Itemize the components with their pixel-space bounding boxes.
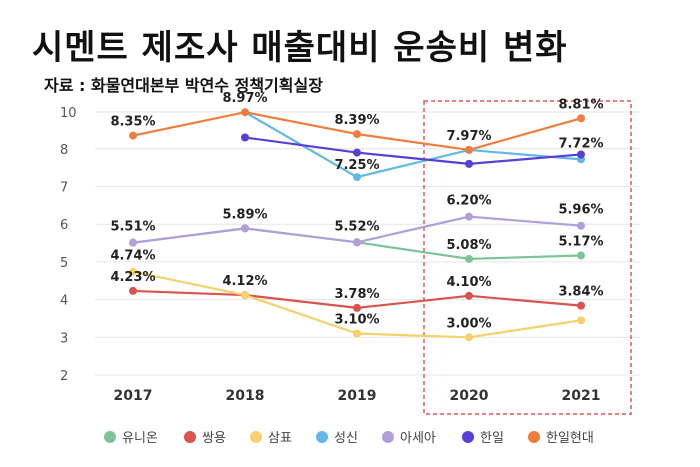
data-label: 8.97% (222, 91, 267, 106)
data-point (577, 301, 585, 310)
data-point (465, 145, 473, 154)
data-point (129, 238, 137, 247)
legend-swatch (316, 431, 328, 443)
data-label: 3.84% (558, 285, 603, 300)
legend-swatch (528, 431, 540, 443)
data-point (465, 159, 473, 168)
data-point (241, 224, 249, 233)
y-tick-label: 7 (60, 181, 68, 196)
x-tick-label: 2020 (450, 388, 489, 404)
data-label: 4.10% (446, 275, 491, 290)
x-tick-label: 2021 (562, 388, 601, 404)
data-label: 5.89% (222, 207, 267, 222)
data-label: 4.23% (110, 270, 155, 285)
data-point (129, 286, 137, 295)
series-points (129, 108, 585, 342)
data-label: 7.97% (446, 129, 491, 144)
chart-source: 자료 : 화물연대본부 박연수 정책기획실장 (44, 76, 323, 95)
data-point (353, 148, 361, 157)
grid-lines (95, 111, 640, 376)
legend-swatch (462, 431, 474, 443)
data-label: 5.17% (558, 234, 603, 249)
chart-title: 시멘트 제조사 매출대비 운송비 변화 (32, 28, 568, 68)
legend-label: 아세아 (400, 431, 436, 446)
data-point (577, 221, 585, 230)
data-point (465, 291, 473, 300)
y-tick-label: 6 (60, 218, 68, 233)
x-tick-label: 2017 (114, 388, 153, 404)
legend: 유니온 쌍용 삼표 성신 아세아 한일 한일현대 (104, 431, 594, 446)
data-point (577, 316, 585, 325)
data-label: 8.39% (334, 113, 379, 128)
y-axis-ticks: 2 3 4 5 6 7 8 10 (60, 106, 77, 384)
data-point (577, 114, 585, 123)
legend-label: 한일 (480, 431, 504, 446)
x-tick-label: 2018 (226, 388, 265, 404)
data-label: 3.78% (334, 287, 379, 302)
y-tick-label: 2 (60, 369, 68, 384)
legend-label: 유니온 (122, 431, 158, 446)
data-point (577, 251, 585, 260)
y-tick-label: 5 (60, 256, 68, 271)
data-point (241, 108, 249, 117)
data-point (465, 212, 473, 221)
legend-label: 삼표 (268, 431, 292, 446)
data-point (465, 254, 473, 263)
data-label: 5.08% (446, 238, 491, 253)
data-label: 6.20% (446, 194, 491, 209)
data-point (353, 130, 361, 139)
x-axis-ticks: 2017 2018 2019 2020 2021 (114, 388, 601, 404)
highlight-box (423, 100, 632, 415)
data-label: 8.35% (110, 115, 155, 130)
y-tick-label: 8 (60, 143, 68, 158)
legend-swatch (250, 431, 262, 443)
data-label: 8.81% (558, 97, 603, 112)
legend-label: 한일현대 (546, 431, 594, 446)
data-point (577, 150, 585, 159)
data-point (353, 238, 361, 247)
legend-swatch (184, 431, 196, 443)
series-line (244, 136, 582, 165)
legend-label: 성신 (334, 431, 358, 446)
data-label: 4.12% (222, 274, 267, 289)
y-tick-label: 3 (60, 331, 68, 346)
legend-swatch (104, 431, 116, 443)
data-label: 3.00% (446, 316, 491, 331)
data-point (129, 267, 137, 276)
y-tick-label: 4 (60, 294, 68, 309)
data-point (353, 303, 361, 312)
data-point (353, 173, 361, 182)
legend-swatch (382, 431, 394, 443)
data-labels: 5.08% 5.17% 4.23% 4.12% 3.78% 4.10% 3.84% 4.74%… (110, 91, 603, 331)
data-label: 5.96% (558, 203, 603, 218)
data-point (353, 329, 361, 338)
data-label: 3.10% (334, 313, 379, 328)
data-point (465, 333, 473, 342)
data-label: 5.52% (334, 219, 379, 234)
data-label: 7.25% (334, 158, 379, 173)
x-tick-label: 2019 (338, 388, 377, 404)
data-label: 7.72% (558, 136, 603, 151)
y-tick-label: 10 (60, 106, 77, 121)
legend-label: 쌍용 (202, 431, 226, 446)
data-point (241, 291, 249, 300)
data-point (241, 133, 249, 142)
data-point (129, 131, 137, 140)
data-label: 5.51% (110, 220, 155, 235)
data-label: 4.74% (110, 249, 155, 264)
